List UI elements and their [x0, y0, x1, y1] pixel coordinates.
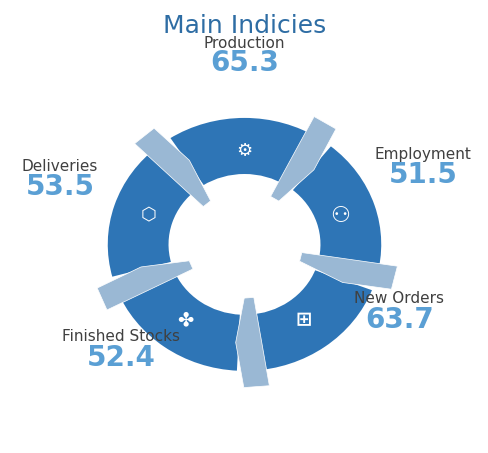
Text: ⬡: ⬡	[140, 207, 156, 225]
Text: Production: Production	[203, 35, 285, 51]
Polygon shape	[235, 297, 269, 388]
Text: 51.5: 51.5	[388, 161, 457, 189]
Wedge shape	[291, 145, 382, 278]
Text: Main Indicies: Main Indicies	[163, 14, 325, 38]
Text: 53.5: 53.5	[25, 173, 94, 201]
Circle shape	[169, 175, 319, 314]
Text: 65.3: 65.3	[210, 49, 278, 77]
Text: Finished Stocks: Finished Stocks	[62, 328, 180, 344]
Text: ⊞: ⊞	[295, 311, 311, 329]
Text: ⚙: ⚙	[236, 142, 252, 160]
Text: 52.4: 52.4	[86, 344, 155, 371]
Text: New Orders: New Orders	[353, 290, 443, 306]
Text: Employment: Employment	[374, 147, 471, 163]
Text: ✤: ✤	[177, 311, 193, 329]
Polygon shape	[270, 116, 335, 201]
Text: Deliveries: Deliveries	[21, 159, 98, 173]
Text: ⚇: ⚇	[330, 206, 350, 226]
Wedge shape	[116, 269, 241, 372]
Text: 63.7: 63.7	[364, 306, 433, 333]
Polygon shape	[134, 128, 210, 207]
Wedge shape	[247, 269, 372, 372]
Polygon shape	[97, 261, 193, 310]
Wedge shape	[106, 145, 197, 278]
Polygon shape	[299, 253, 397, 289]
Wedge shape	[169, 117, 319, 186]
